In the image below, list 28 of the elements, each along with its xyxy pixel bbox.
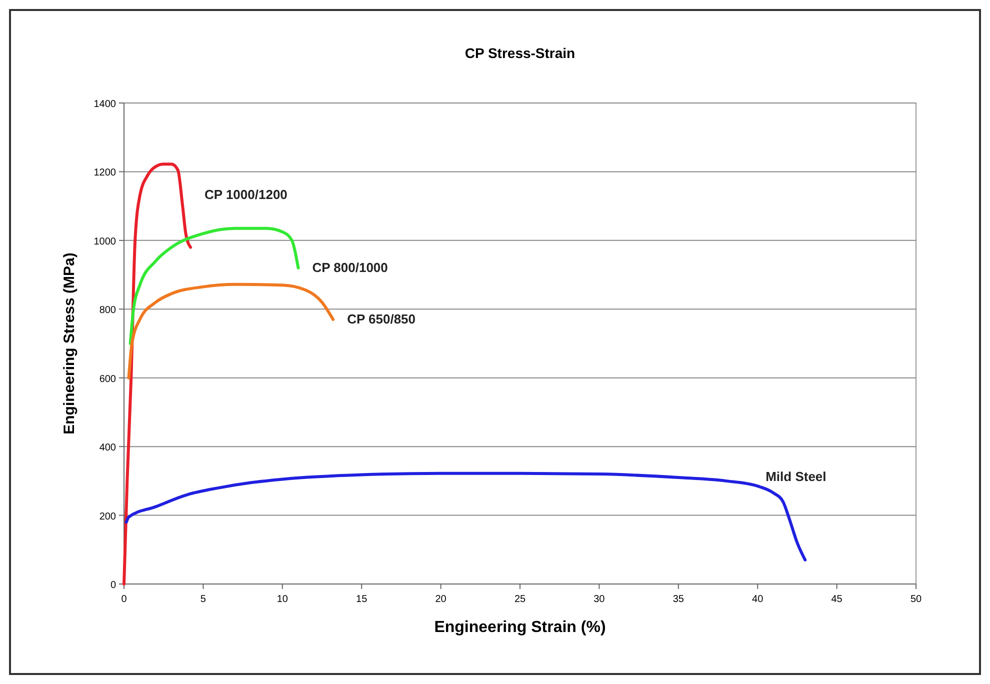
x-tick-label: 0 — [121, 594, 128, 605]
y-axis-title: Engineering Stress (MPa) — [61, 252, 78, 434]
x-tick-label: 20 — [435, 594, 447, 605]
series-label: CP 650/850 — [347, 311, 416, 326]
x-tick-label: 40 — [752, 594, 764, 605]
chart-title: CP Stress-Strain — [464, 45, 576, 61]
line-series — [127, 282, 335, 380]
y-tick-label: 1000 — [94, 236, 116, 248]
x-tick-label: 35 — [672, 594, 684, 605]
x-tick-label: 50 — [910, 594, 922, 605]
y-tick-label: 1200 — [94, 168, 116, 179]
x-tick-label: 25 — [514, 594, 526, 605]
series-label: CP 800/1000 — [312, 260, 388, 275]
y-tick-label: 800 — [99, 305, 116, 316]
y-tick-label: 400 — [99, 442, 116, 454]
x-axis-title: Engineering Strain (%) — [434, 619, 606, 636]
y-tick-label: 0 — [110, 580, 116, 591]
x-tick-label: 45 — [831, 594, 843, 605]
y-tick-label: 200 — [99, 511, 116, 522]
y-tick-label: 1400 — [94, 99, 116, 110]
series-label: CP 1000/1200 — [204, 187, 288, 202]
line-series — [128, 226, 300, 345]
y-tick-label: 600 — [99, 374, 116, 385]
x-tick-label: 30 — [594, 594, 606, 605]
x-tick-label: 10 — [276, 594, 288, 605]
x-tick-label: 15 — [356, 594, 368, 605]
series-label: Mild Steel — [766, 468, 826, 484]
x-tick-label: 5 — [200, 594, 206, 605]
